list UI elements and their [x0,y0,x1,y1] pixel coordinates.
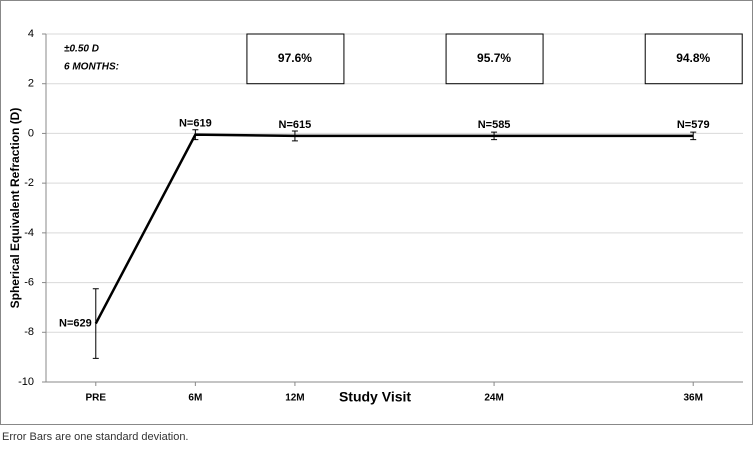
x-tick-label: 6M [188,393,202,404]
error-bar [291,130,298,142]
accuracy-box [445,33,544,85]
point-label: N=579 [677,119,710,131]
x-tick-label: 12M [285,393,304,404]
y-axis-label: Spherical Equivalent Refraction (D) [8,108,22,309]
point-label: N=615 [279,119,312,131]
accuracy-box [644,33,743,85]
accuracy-box [246,33,345,85]
y-tick-label: 4 [28,28,34,40]
x-tick-label: 36M [683,393,702,404]
accuracy-label: 94.8% [676,51,710,65]
accuracy-label: 95.7% [477,51,511,65]
y-tick-label: -4 [24,227,34,239]
annotation: ±0.50 D [64,44,99,55]
y-tick-label: 0 [28,127,34,139]
accuracy-label: 97.6% [278,51,312,65]
x-tick-label: 24M [484,393,503,404]
error-bar [491,131,498,141]
error-bar [192,129,199,141]
point-label: N=629 [59,317,92,329]
y-tick-label: -6 [24,276,34,288]
data-line [94,133,694,325]
y-tick-label: -10 [18,376,34,388]
annotation: 6 MONTHS: [64,62,119,73]
x-axis-label: Study Visit [339,389,411,405]
error-bar [690,131,697,141]
footnote: Error Bars are one standard deviation. [2,431,189,443]
y-tick-label: 2 [28,78,34,90]
y-tick-label: -2 [24,177,34,189]
point-label: N=619 [179,118,212,130]
x-tick-label: PRE [86,393,107,404]
y-tick-label: -8 [24,326,34,338]
error-bar [92,288,99,359]
point-label: N=585 [478,119,511,131]
